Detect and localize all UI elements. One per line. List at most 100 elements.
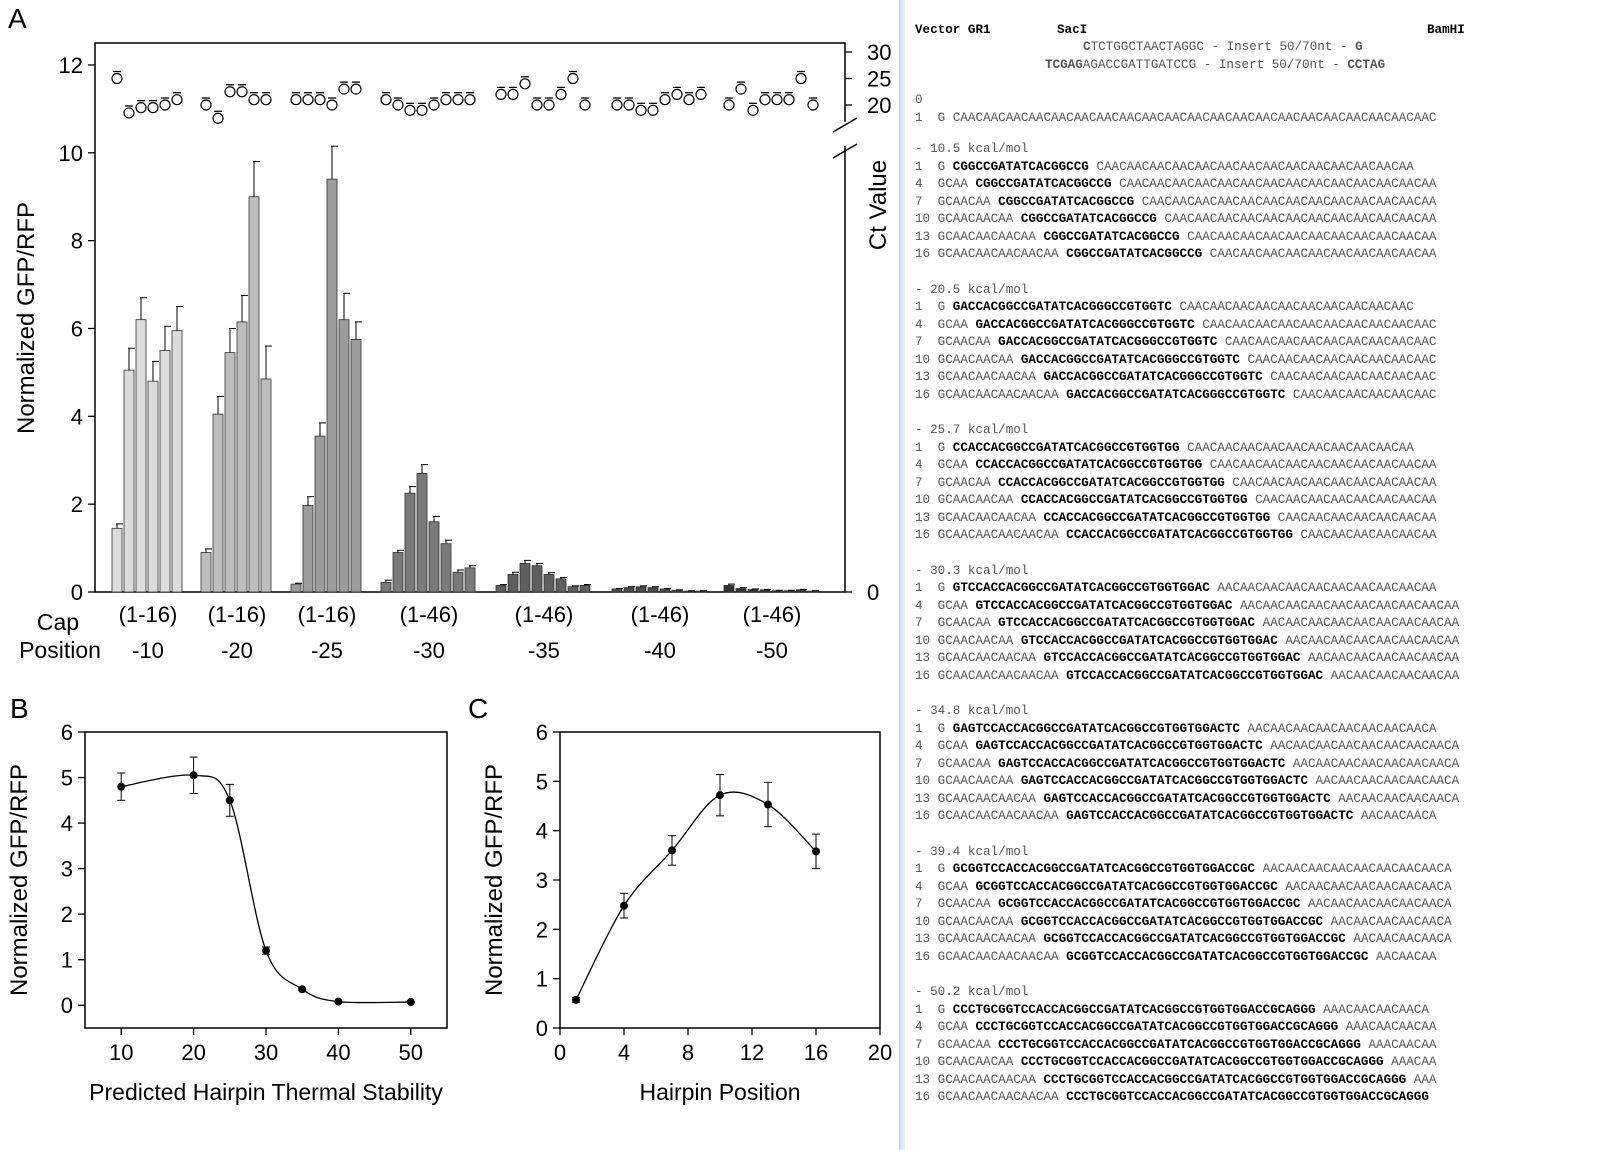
hairpin-sequence: CCCTGCGGTCCACCACGGCCGATATCACGGCCGTGGTGGA…: [975, 1020, 1339, 1034]
sequence-prefix: 4 GCAA: [915, 739, 976, 753]
sequence-line: 1 G CAACAACAACAACAACAACAACAACAACAACAACAA…: [915, 110, 1436, 126]
ct-point: [123, 107, 135, 119]
data-point: [298, 985, 307, 994]
bar: [671, 589, 683, 593]
hairpin-sequence: CCACCACGGCCGATATCACGGCCGTGGTGG: [1020, 493, 1248, 507]
sequence-prefix: 7 GCAACAA: [915, 616, 999, 630]
bar: [759, 589, 771, 593]
ct-point: [380, 94, 392, 106]
bar: [338, 319, 350, 593]
sequence-block-label: 0: [915, 93, 923, 107]
hairpin-sequence: CCACCACGGCCGATATCACGGCCGTGGTGG: [952, 440, 1180, 455]
sequence-line: 7 GCAACAA CCACCACGGCCGATATCACGGCCGTGGTGG…: [915, 475, 1437, 491]
sequence-suffix: CAACAACAACAACAACAACAACAACAACAACAA: [1179, 229, 1437, 244]
vector-label: Vector GR1: [915, 23, 991, 37]
sequence-suffix: CAACAACAACAACAACAACAACAACAACAA: [1202, 247, 1437, 261]
y-tick-label: 4: [536, 819, 548, 844]
right-tick-label: 30: [867, 40, 891, 65]
sequence-prefix: 16 GCAACAACAACAACAA: [915, 247, 1067, 261]
sequence-line: 13 GCAACAACAACAA CGGCCGATATCACGGCCG CAAC…: [915, 229, 1437, 245]
sequence-prefix: 1 G: [915, 721, 953, 736]
bar: [543, 574, 555, 593]
axis-break-mark: [832, 143, 858, 159]
sequence-prefix: 1 G: [915, 440, 953, 455]
sequence-suffix: AACAACAACAACAACAACAACA: [1277, 879, 1452, 894]
sequence-prefix: 7 GCAACAA: [915, 475, 999, 490]
bar: [452, 571, 464, 593]
group-range-label: (1-46): [515, 602, 574, 627]
panel-label-b: B: [10, 693, 29, 724]
ct-point: [159, 99, 171, 111]
sequence-block-label: - 20.5 kcal/mol: [915, 282, 1029, 297]
sequence-suffix: AACAACAACAACAACAA: [1323, 668, 1460, 683]
ct-point: [236, 86, 248, 98]
sequence-line: 16 GCAACAACAACAACAA CCACCACGGCCGATATCACG…: [915, 527, 1436, 543]
group-position-label: -20: [221, 638, 253, 663]
ct-point: [392, 99, 404, 111]
sequence-prefix: 16 GCAACAACAACAACAA: [915, 668, 1067, 683]
sequence-suffix: AACAACAACAACAACAACAACAACAA: [1255, 616, 1460, 630]
sequence-line: 1 G CGGCCGATATCACGGCCG CAACAACAACAACAACA…: [915, 159, 1414, 175]
sequence-prefix: 10 GCAACAACAA: [915, 633, 1021, 648]
ct-point: [111, 72, 123, 85]
sequence-block-label: - 10.5 kcal/mol: [915, 142, 1029, 156]
sequence-suffix: AAA: [1406, 1072, 1437, 1087]
sequence-line: 4 GCAA CGGCCGATATCACGGCCG CAACAACAACAACA…: [915, 176, 1437, 192]
bar: [314, 435, 326, 593]
hairpin-sequence: CCACCACGGCCGATATCACGGCCGTGGTGG: [975, 458, 1203, 472]
hairpin-sequence: GTCCACCACGGCCGATATCACGGCCGTGGTGGAC: [975, 598, 1233, 613]
bar: [783, 590, 795, 593]
bar: [623, 587, 635, 593]
sequence-suffix: AAACAACAA: [1360, 1037, 1437, 1052]
bar: [123, 369, 135, 593]
ct-point: [212, 112, 224, 124]
sequence-suffix: AACAACAACAACAACAACAACAACAACAA: [1232, 598, 1460, 613]
bar: [519, 563, 531, 593]
sequence-block-label: - 30.3 kcal/mol: [915, 563, 1029, 578]
sequence-suffix: AACAACAACAACAACAACAACA: [1285, 756, 1460, 771]
sequence-line: 7 GCAACAA GAGTCCACCACGGCCGATATCACGGCCGTG…: [915, 756, 1459, 772]
x-tick-label: 4: [618, 1040, 630, 1065]
sequence-prefix: 4 GCAA: [915, 317, 976, 332]
sequence-suffix: CAACAACAACAACAACAACAACAACAACAACAACAACAAC…: [1088, 159, 1414, 174]
sequence-line: 10 GCAACAACAA CCACCACGGCCGATATCACGGCCGTG…: [915, 492, 1436, 508]
hairpin-sequence: CGGCCGATATCACGGCCG: [975, 177, 1112, 191]
y-axis-label: Normalized GFP/RFP: [481, 764, 508, 996]
sequence-line: 16 GCAACAACAACAACAA CCCTGCGGTCCACCACGGCC…: [915, 1089, 1429, 1105]
sequence-prefix: 10 GCAACAACAA: [915, 914, 1021, 929]
data-point: [716, 791, 724, 800]
bar: [248, 196, 260, 593]
row-label-cap: Cap: [37, 609, 79, 635]
x-axis-label: Hairpin Position: [639, 1079, 800, 1105]
group-range-label: (1-46): [743, 602, 802, 627]
y-tick-label: 6: [61, 720, 73, 745]
sequence-suffix: CAACAACAACAACAACAACAACAACAACAA: [1179, 440, 1414, 455]
sequence-prefix: 13 GCAACAACAACAA: [915, 510, 1044, 525]
sequence-line: 1 G GACCACGGCCGATATCACGGGCCGTGGTC CAACAA…: [915, 299, 1414, 315]
data-point: [764, 800, 772, 809]
plot-frame: [84, 731, 448, 1029]
sequence-suffix: CAACAACAACAACAACAACAACAACAACAACAACAA: [1156, 212, 1437, 226]
sequence-prefix: 4 GCAA: [915, 458, 976, 472]
bar: [428, 521, 440, 593]
x-tick-label: 30: [254, 1040, 278, 1065]
group-range-label: (1-46): [631, 602, 690, 627]
right-tick-label: 0: [867, 580, 879, 605]
bar: [416, 473, 428, 593]
sequence-line: 16 GCAACAACAACAACAA GTCCACCACGGCCGATATCA…: [915, 668, 1459, 684]
bar: [659, 588, 671, 593]
sequence-prefix: 1 G: [915, 159, 953, 174]
x-tick-label: 8: [682, 1040, 694, 1065]
sequence-prefix: 16 GCAACAACAACAACAA: [915, 1090, 1067, 1104]
sequence-prefix: 4 GCAA: [915, 879, 976, 894]
x-tick-label: 16: [804, 1040, 828, 1065]
group-position-label: -30: [413, 638, 445, 663]
ct-point: [783, 94, 795, 106]
bar: [326, 178, 338, 593]
ct-point: [611, 99, 623, 111]
sequence-prefix: 13 GCAACAACAACAA: [915, 229, 1044, 244]
y-tick-label: 3: [536, 868, 548, 893]
hairpin-sequence: GTCCACCACGGCCGATATCACGGCCGTGGTGGAC: [1020, 633, 1278, 648]
sequence-suffix: CAACAACAACAACAACAACAACAACAACAA: [1202, 458, 1437, 472]
